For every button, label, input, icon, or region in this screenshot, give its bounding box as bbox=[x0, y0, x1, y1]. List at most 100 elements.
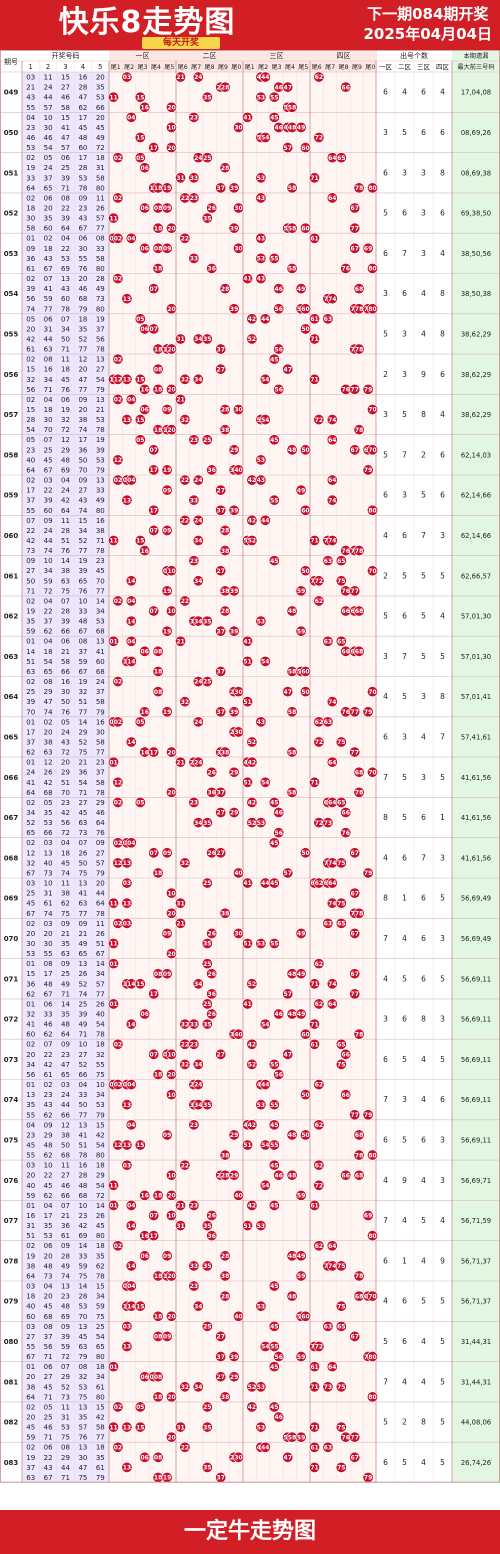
number-ball-label: 59 bbox=[297, 1434, 305, 1441]
zone-count: 6 bbox=[421, 974, 426, 983]
number-ball bbox=[188, 1038, 200, 1050]
number-ball bbox=[148, 1048, 160, 1060]
drawn-number: 78 bbox=[96, 426, 105, 434]
drawn-number: 43 bbox=[61, 285, 70, 293]
number-ball-label: 20 bbox=[167, 104, 175, 111]
number-ball-label: 15 bbox=[136, 538, 144, 545]
drawn-number: 35 bbox=[96, 84, 105, 92]
number-ball-label: 74 bbox=[328, 1263, 336, 1270]
number-ball bbox=[161, 464, 173, 476]
drawn-number: 64 bbox=[96, 819, 105, 827]
drawn-number: 08 bbox=[44, 960, 53, 968]
zone-count: 4 bbox=[440, 1216, 445, 1225]
drawn-number: 50 bbox=[61, 1141, 70, 1149]
drawn-number: 23 bbox=[44, 1091, 53, 1099]
number-ball-label: 23 bbox=[190, 1203, 198, 1210]
number-ball-label: 32 bbox=[181, 1062, 189, 1069]
number-ball-label: 27 bbox=[217, 1334, 225, 1341]
number-ball bbox=[188, 192, 200, 204]
drawn-number: 56 bbox=[96, 335, 105, 343]
drawn-number: 59 bbox=[26, 628, 35, 636]
number-ball-label: 54 bbox=[261, 417, 269, 424]
number-ball-label: 18 bbox=[154, 346, 162, 353]
counts-subheader: 二区 bbox=[398, 63, 412, 71]
drawn-number: 21 bbox=[26, 84, 35, 92]
number-ball bbox=[192, 474, 204, 486]
issue-number: 056 bbox=[4, 371, 19, 379]
number-ball bbox=[326, 414, 338, 426]
number-ball-label: 16 bbox=[141, 548, 149, 555]
number-ball bbox=[166, 303, 178, 315]
drawn-number: 48 bbox=[61, 456, 70, 464]
number-ball bbox=[188, 1260, 200, 1272]
drawn-number: 03 bbox=[26, 1323, 35, 1331]
hot-numbers: 38,62,29 bbox=[461, 411, 491, 419]
number-ball bbox=[161, 927, 173, 939]
number-ball-label: 33 bbox=[190, 1021, 198, 1028]
drawn-number: 17 bbox=[26, 728, 35, 736]
number-ball-label: 64 bbox=[328, 880, 336, 887]
number-ball bbox=[125, 655, 137, 667]
number-ball-label: 05 bbox=[136, 719, 144, 726]
drawn-number: 29 bbox=[44, 1131, 53, 1139]
number-ball bbox=[201, 333, 213, 345]
zone-count: 7 bbox=[402, 249, 407, 258]
drawn-number: 25 bbox=[96, 1323, 105, 1331]
number-ball-label: 01 bbox=[109, 1001, 117, 1008]
drawn-number: 34 bbox=[26, 809, 35, 817]
issue-column-bg bbox=[0, 72, 22, 1483]
number-ball bbox=[308, 333, 320, 345]
drawn-number: 65 bbox=[61, 1071, 70, 1079]
number-ball-label: 65 bbox=[337, 1041, 345, 1048]
zone-count: 4 bbox=[383, 692, 388, 701]
number-ball-label: 48 bbox=[288, 447, 296, 454]
number-ball bbox=[268, 1058, 280, 1070]
number-ball bbox=[349, 1109, 361, 1121]
number-ball-label: 09 bbox=[163, 931, 171, 938]
number-ball bbox=[166, 101, 178, 113]
number-ball-label: 33 bbox=[190, 256, 198, 263]
number-ball-label: 02 bbox=[114, 155, 122, 162]
number-ball bbox=[121, 1159, 133, 1171]
number-ball-label: 67 bbox=[351, 246, 359, 253]
drawn-number: 09 bbox=[61, 1041, 70, 1049]
number-ball-label: 46 bbox=[275, 1172, 283, 1179]
number-ball-label: 79 bbox=[364, 387, 372, 394]
drawn-number: 05 bbox=[44, 1403, 53, 1411]
number-ball-label: 53 bbox=[257, 1223, 265, 1230]
number-ball-label: 63 bbox=[324, 316, 332, 323]
number-ball-label: 70 bbox=[368, 769, 376, 776]
number-ball bbox=[112, 1401, 124, 1413]
number-ball-label: 01 bbox=[109, 759, 117, 766]
number-ball-label: 10 bbox=[167, 125, 175, 132]
tail-subheader: 尾5 bbox=[298, 64, 308, 71]
drawn-number: 72 bbox=[61, 426, 70, 434]
zone-count: 8 bbox=[440, 329, 445, 338]
draw-date: 2025年04月04日 bbox=[363, 25, 493, 43]
number-ball-label: 09 bbox=[163, 205, 171, 212]
number-ball-label: 27 bbox=[217, 366, 225, 373]
number-ball bbox=[335, 857, 347, 869]
number-ball-label: 24 bbox=[194, 759, 202, 766]
number-ball bbox=[139, 383, 151, 395]
issue-number: 079 bbox=[4, 1298, 19, 1306]
number-ball-label: 42 bbox=[248, 1122, 256, 1129]
drawn-number: 54 bbox=[96, 1333, 105, 1341]
drawn-number: 10 bbox=[78, 597, 87, 605]
number-ball-label: 78 bbox=[355, 1152, 363, 1159]
number-ball bbox=[308, 1199, 320, 1211]
drawn-number: 53 bbox=[26, 144, 35, 152]
drawn-number: 14 bbox=[78, 1283, 87, 1291]
drawn-number: 22 bbox=[44, 487, 53, 495]
number-ball-label: 54 bbox=[261, 1344, 269, 1351]
zone-count: 6 bbox=[440, 450, 445, 459]
number-ball-label: 42 bbox=[248, 759, 256, 766]
number-ball bbox=[139, 545, 151, 557]
number-ball bbox=[161, 585, 173, 597]
zone-count: 6 bbox=[402, 531, 407, 540]
drawn-number: 03 bbox=[44, 920, 53, 928]
drawn-number: 53 bbox=[96, 416, 105, 424]
number-ball bbox=[273, 1351, 285, 1363]
number-ball-label: 77 bbox=[351, 588, 359, 595]
number-ball-label: 22 bbox=[181, 235, 189, 242]
